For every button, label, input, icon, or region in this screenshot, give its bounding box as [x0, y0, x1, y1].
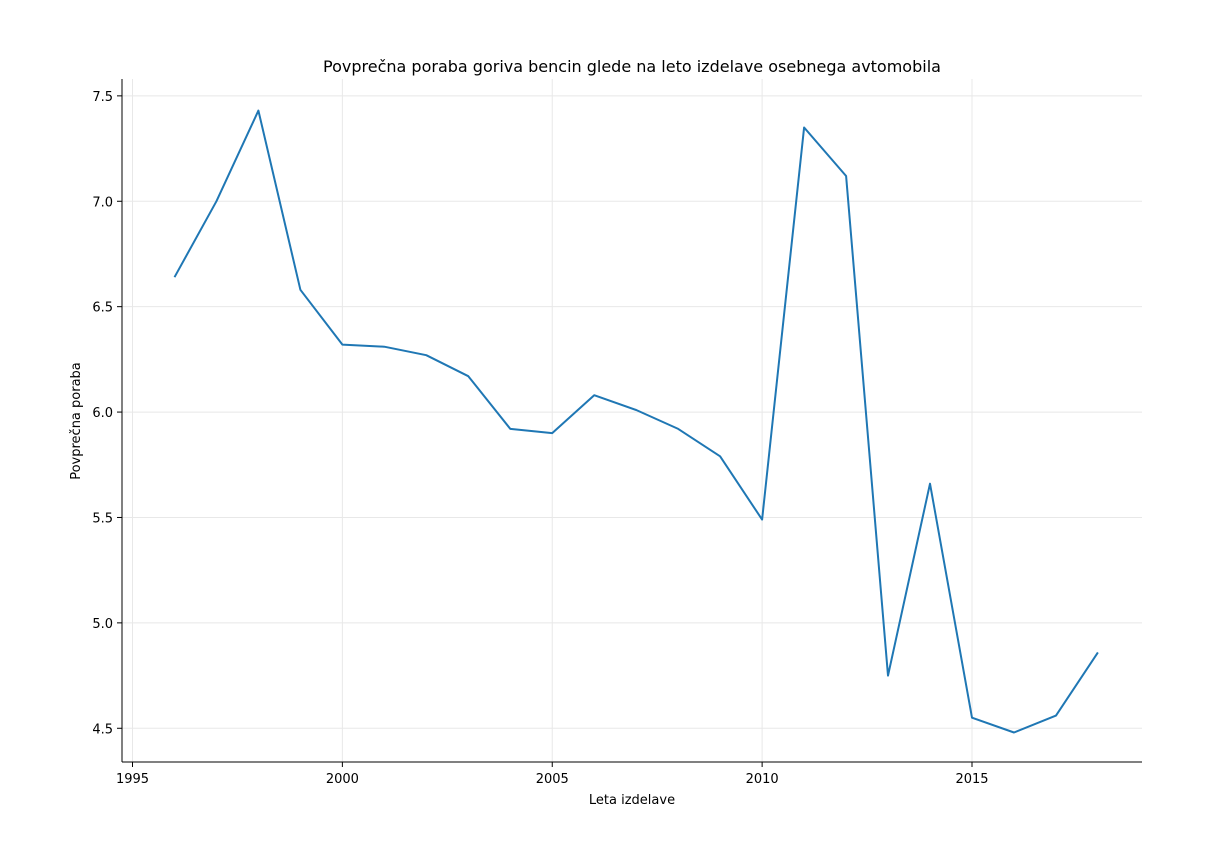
x-axis-label: Leta izdelave: [589, 793, 675, 808]
y-tick-label: 6.5: [92, 301, 113, 316]
x-tick-label: 2010: [746, 772, 779, 787]
series-line-layer: [173, 109, 1099, 734]
series-line: [173, 109, 1099, 734]
x-tick-label: 2015: [955, 772, 988, 787]
y-tick-label: 6.0: [92, 406, 113, 421]
y-tick-label: 7.5: [92, 90, 113, 105]
y-tick-label: 4.5: [92, 722, 113, 737]
y-axis-label: Povprečna poraba: [69, 362, 84, 480]
y-tick-label: 7.0: [92, 195, 113, 210]
y-tick-label: 5.0: [92, 617, 113, 632]
x-tick-label: 1995: [116, 772, 149, 787]
grid-lines: [122, 79, 1142, 762]
y-axis-ticks: 4.5 5.0 5.5 6.0 6.5 7.0 7.5: [92, 90, 122, 737]
x-axis-ticks: 1995 2000 2005 2010 2015: [116, 762, 989, 787]
chart-title: Povprečna poraba goriva bencin glede na …: [323, 57, 941, 76]
x-tick-label: 2000: [326, 772, 359, 787]
x-tick-label: 2005: [536, 772, 569, 787]
y-tick-label: 5.5: [92, 511, 113, 526]
